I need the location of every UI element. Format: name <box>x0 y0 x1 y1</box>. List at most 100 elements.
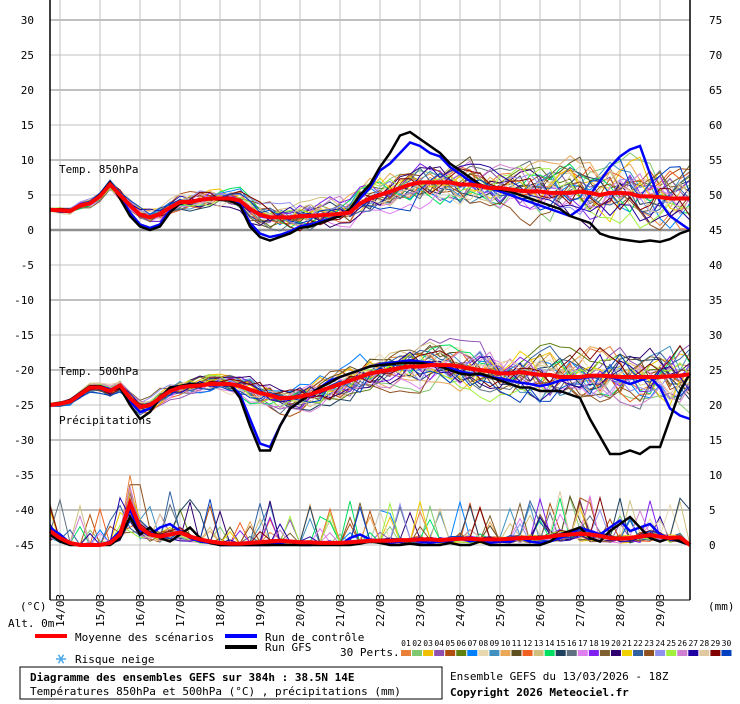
member-legend-swatch-27 <box>688 650 699 656</box>
member-legend-id-26: 26 <box>677 639 687 648</box>
legend-label-gfs: Run GFS <box>265 641 311 654</box>
member-legend-id-07: 07 <box>467 639 477 648</box>
left-tick-label: 25 <box>21 49 34 62</box>
left-tick-label: 5 <box>27 189 34 202</box>
member-legend-swatch-08 <box>478 650 489 656</box>
member-legend-swatch-13 <box>533 650 544 656</box>
member-legend-swatch-11 <box>511 650 522 656</box>
right-tick-label: 5 <box>709 504 716 517</box>
member-legend-id-04: 04 <box>434 639 444 648</box>
panel-label-t850: Temp. 850hPa <box>59 163 138 176</box>
panel-label-t500: Temp. 500hPa <box>59 365 138 378</box>
legend-label-mean: Moyenne des scénarios <box>75 631 214 644</box>
member-legend-swatch-23 <box>644 650 655 656</box>
x-tick-label: 15/03 <box>94 594 107 627</box>
right-tick-label: 15 <box>709 434 722 447</box>
member-legend-swatch-12 <box>522 650 533 656</box>
x-tick-label: 20/03 <box>294 594 307 627</box>
member-legend-id-25: 25 <box>666 639 676 648</box>
right-tick-label: 50 <box>709 189 722 202</box>
left-tick-label: -5 <box>21 259 34 272</box>
right-tick-label: 35 <box>709 294 722 307</box>
member-legend-id-06: 06 <box>456 639 466 648</box>
chart-subtitle: Températures 850hPa et 500hPa (°C) , pré… <box>30 685 401 698</box>
x-tick-label: 24/03 <box>454 594 467 627</box>
member-legend-id-10: 10 <box>501 639 511 648</box>
legend-swatch-mean <box>35 634 67 638</box>
member-legend-id-21: 21 <box>622 639 632 648</box>
member-12-t500-line <box>49 349 691 414</box>
member-legend-swatch-06 <box>456 650 467 656</box>
legend-swatch-gfs <box>225 645 257 649</box>
member-legend-id-14: 14 <box>545 639 555 648</box>
member-05-precip-line <box>49 491 691 547</box>
left-tick-label: 15 <box>21 119 34 132</box>
member-legend-swatch-18 <box>588 650 599 656</box>
member-legend-swatch-02 <box>412 650 423 656</box>
x-tick-label: 25/03 <box>494 594 507 627</box>
member-17-t500-line <box>49 358 691 414</box>
member-legend-swatch-03 <box>423 650 434 656</box>
member-legend-swatch-07 <box>467 650 478 656</box>
right-tick-label: 55 <box>709 154 722 167</box>
legend-label-control: Run de contrôle <box>265 631 364 644</box>
right-tick-label: 65 <box>709 84 722 97</box>
member-legend-swatch-15 <box>555 650 566 656</box>
member-legend: 01 02 03 04 05 06 07 08 09 10 11 12 13 14 15 16 17 18 19 20… <box>401 639 732 656</box>
right-tick-label: 70 <box>709 49 722 62</box>
x-tick-label: 27/03 <box>574 594 587 627</box>
left-tick-label: 0 <box>27 224 34 237</box>
control-t850-line <box>49 141 691 239</box>
x-tick-label: 26/03 <box>534 594 547 627</box>
member-legend-swatch-05 <box>445 650 456 656</box>
x-tick-label: 16/03 <box>134 594 147 627</box>
member-legend-id-13: 13 <box>534 639 544 648</box>
member-14-t500-line <box>49 344 691 406</box>
legend: Moyenne des scénarios Run de contrôle Ru… <box>35 631 732 666</box>
left-tick-label: -45 <box>14 539 34 552</box>
member-legend-id-18: 18 <box>589 639 599 648</box>
left-tick-label: -25 <box>14 399 34 412</box>
left-axis-unit: (°C) <box>20 600 47 613</box>
member-legend-swatch-25 <box>666 650 677 656</box>
x-tick-label: 28/03 <box>614 594 627 627</box>
member-legend-swatch-01 <box>401 650 411 656</box>
member-legend-id-20: 20 <box>611 639 621 648</box>
member-legend-id-19: 19 <box>600 639 610 648</box>
member-legend-id-01: 01 <box>401 639 411 648</box>
left-tick-label: -40 <box>14 504 34 517</box>
left-tick-label: -15 <box>14 329 34 342</box>
left-tick-label: 10 <box>21 154 34 167</box>
x-tick-label: 21/03 <box>334 594 347 627</box>
member-legend-id-27: 27 <box>688 639 698 648</box>
mean-t850-line <box>49 180 690 220</box>
member-legend-id-29: 29 <box>711 639 721 648</box>
right-tick-label: 75 <box>709 14 722 27</box>
left-tick-label: -35 <box>14 469 34 482</box>
member-legend-id-11: 11 <box>512 639 522 648</box>
x-tick-labels: 14/03 15/03 16/03 17/03 18/03 19/03 20/03 21/03… <box>54 594 667 627</box>
right-tick-label: 30 <box>709 329 722 342</box>
x-tick-label: 23/03 <box>414 594 427 627</box>
member-legend-swatch-29 <box>710 650 721 656</box>
right-tick-label: 60 <box>709 119 722 132</box>
left-tick-label: -10 <box>14 294 34 307</box>
member-legend-swatch-30 <box>721 650 732 656</box>
right-tick-label: 0 <box>709 539 716 552</box>
title-box <box>19 666 443 700</box>
x-tick-label: 14/03 <box>54 594 67 627</box>
legend-label-perts: 30 Perts. <box>340 646 400 659</box>
member-legend-swatch-24 <box>655 650 666 656</box>
right-tick-label: 25 <box>709 364 722 377</box>
run-info: Ensemble GEFS du 13/03/2026 - 18Z <box>450 670 669 683</box>
x-tick-label: 17/03 <box>174 594 187 627</box>
right-tick-label: 45 <box>709 224 722 237</box>
member-legend-id-28: 28 <box>700 639 710 648</box>
left-tick-label: -30 <box>14 434 34 447</box>
right-axis-unit: (mm) <box>708 600 735 613</box>
member-legend-id-17: 17 <box>578 639 588 648</box>
right-tick-label: 40 <box>709 259 722 272</box>
member-legend-swatch-28 <box>699 650 710 656</box>
left-tick-label: 30 <box>21 14 34 27</box>
